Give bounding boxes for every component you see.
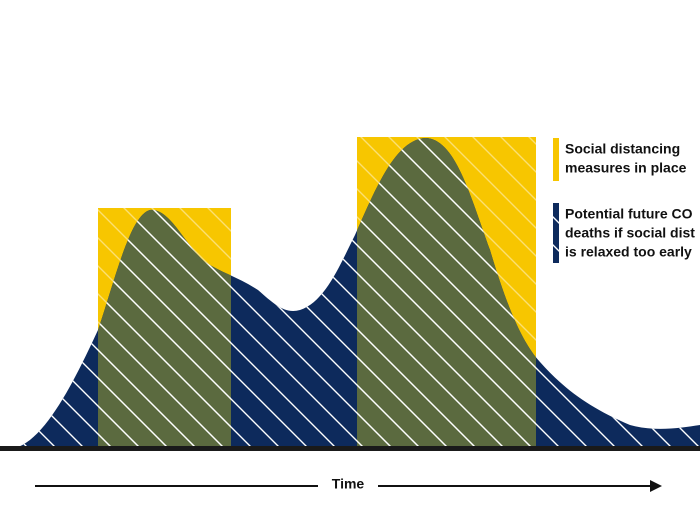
baseline: [0, 446, 700, 451]
legend-text: is relaxed too early: [565, 244, 692, 260]
time-label: Time: [332, 476, 365, 492]
period-hatch: [357, 137, 536, 448]
period-hatch: [98, 208, 231, 448]
legend-text: deaths if social dist: [565, 225, 695, 241]
legend-text: Potential future CO: [565, 206, 693, 222]
legend: Social distancing measures in place Potent…: [565, 141, 695, 260]
legend-text: measures in place: [565, 160, 687, 176]
time-arrow-head: [650, 480, 662, 492]
legend-swatch: [553, 138, 559, 181]
legend-swatch-hatch: [553, 203, 559, 263]
legend-text: Social distancing: [565, 141, 680, 157]
